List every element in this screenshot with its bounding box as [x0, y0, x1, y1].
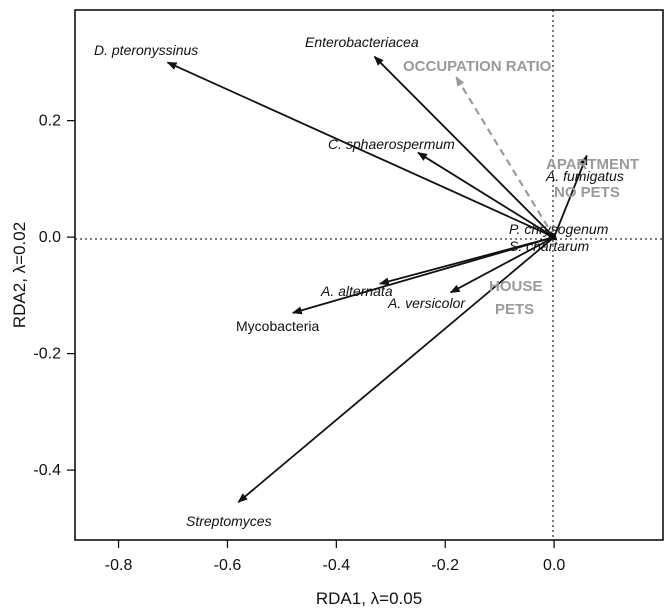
species-vector-c-sphaerospermum — [417, 151, 555, 238]
plot-frame — [74, 9, 664, 541]
env-label-no-pets: NO PETS — [554, 184, 620, 201]
environment-vectors — [455, 76, 556, 238]
x-tick-label: -0.6 — [214, 557, 242, 574]
species-vector-mycobacteria — [291, 236, 555, 315]
x-tick-label: -0.4 — [323, 557, 351, 574]
env-label-apartment: APARTMENT — [546, 156, 639, 173]
y-tick-label: 0.2 — [39, 113, 61, 130]
env-label-occupation-ratio: OCCUPATION RATIO — [403, 58, 552, 75]
env-label-pets: PETS — [495, 301, 534, 318]
y-tick-label: -0.4 — [33, 462, 61, 479]
env-vector-occupation-ratio — [455, 76, 556, 238]
y-axis-ticks: 0.2 0.0 -0.2 -0.4 — [33, 113, 75, 479]
species-label-c-sphaerospermum: C. sphaerospermum — [328, 136, 455, 152]
species-vectors — [166, 55, 588, 503]
x-axis-title: RDA1, λ=0.05 — [316, 589, 422, 608]
env-label-house: HOUSE — [489, 278, 542, 295]
y-tick-label: 0.0 — [39, 229, 61, 246]
species-label-a-fumigatus: A. fumigatus — [545, 168, 624, 184]
y-axis-title: RDA2, λ=0.02 — [10, 222, 29, 328]
species-label-d-pteronyssinus: D. pteronyssinus — [94, 42, 198, 58]
species-label-p-chrysogenum: P. chrysogenum — [509, 221, 609, 237]
y-tick-label: -0.2 — [33, 346, 61, 363]
x-axis-ticks: -0.8 -0.6 -0.4 -0.2 0.0 — [105, 540, 565, 574]
species-vector-enterobacteriacea — [373, 55, 555, 238]
species-label-enterobacteriacea: Enterobacteriacea — [305, 34, 419, 50]
species-vector-d-pteronyssinus — [166, 61, 555, 238]
species-label-streptomyces: Streptomyces — [186, 513, 272, 529]
species-label-mycobacteria: Mycobacteria — [236, 318, 319, 334]
x-tick-label: -0.2 — [431, 557, 459, 574]
species-vector-streptomyces — [237, 236, 555, 503]
species-label-a-alternata: A. alternata — [320, 283, 393, 299]
species-label-a-versicolor: A. versicolor — [387, 295, 466, 311]
x-tick-label: -0.8 — [105, 557, 133, 574]
species-vector-a-fumigatus — [553, 154, 588, 238]
species-label-s-chartarum: S. chartarum — [509, 238, 589, 254]
species-vector-a-versicolor — [449, 236, 555, 294]
x-tick-label: 0.0 — [543, 557, 565, 574]
